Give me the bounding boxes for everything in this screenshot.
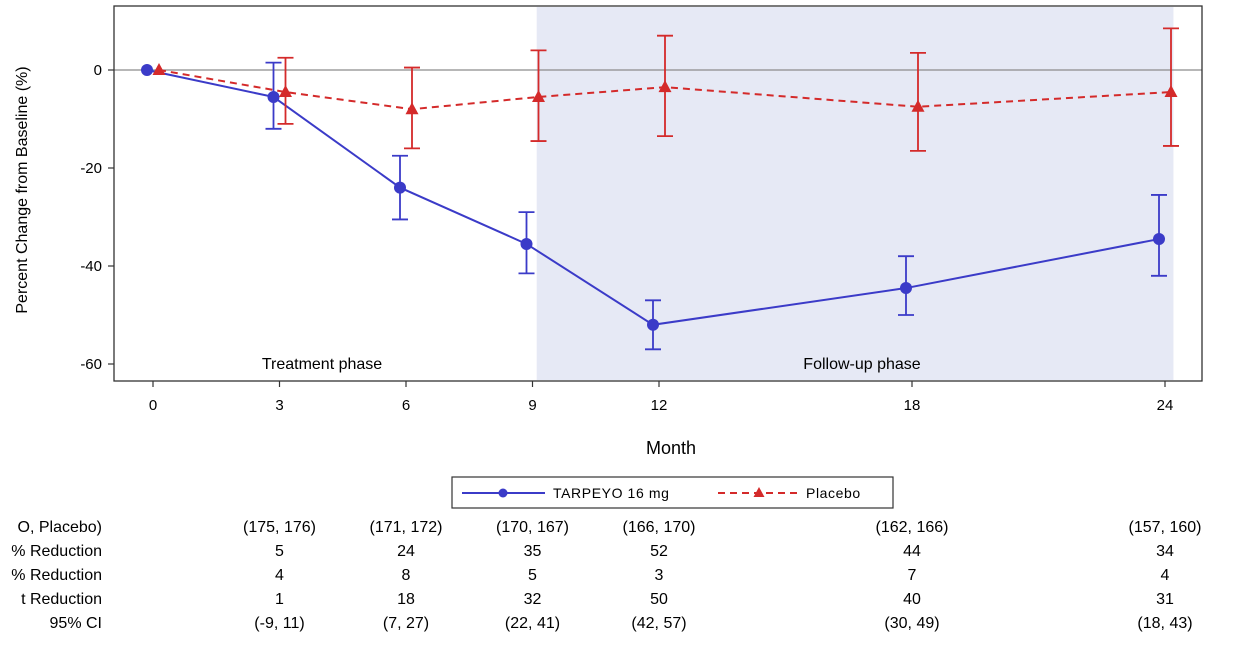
y-tick-label: -40 (80, 258, 102, 275)
treatment-phase-label: Treatment phase (262, 356, 382, 373)
data-point-placebo (911, 99, 925, 112)
table-cell: (157, 160) (1129, 519, 1202, 536)
legend-marker-placebo (753, 487, 765, 497)
table-cell: (7, 27) (383, 615, 429, 632)
table-row-label: t Reduction (21, 591, 102, 608)
plot-frame (113, 5, 1203, 382)
table-cell: (22, 41) (505, 615, 560, 632)
y-tick-label: -60 (80, 356, 102, 373)
data-point-tarpeyo (141, 64, 153, 76)
data-point-tarpeyo (900, 282, 912, 295)
table-cell: 3 (655, 567, 664, 584)
table-cell: 4 (275, 567, 284, 584)
table-cell: 40 (903, 591, 921, 608)
table-cell: (18, 43) (1137, 615, 1192, 632)
y-tick-label: -20 (80, 160, 102, 177)
table-cell: (-9, 11) (254, 615, 304, 632)
table-row-label: O, Placebo) (18, 519, 102, 536)
x-tick-label: 12 (651, 397, 668, 414)
x-tick-label: 0 (149, 397, 157, 414)
table-cell: (42, 57) (631, 615, 686, 632)
table-cell: 24 (397, 543, 415, 560)
table-cell: 7 (908, 567, 917, 584)
table-cell: (170, 167) (496, 519, 569, 536)
data-point-placebo (532, 89, 545, 102)
table-cell: 44 (903, 543, 921, 560)
table-cell: 50 (650, 591, 668, 608)
table-row-label: 95% CI (50, 615, 102, 632)
table-cell: 5 (528, 567, 537, 584)
shaded-region (536, 7, 1174, 380)
x-axis: 0 3 6 9 12 18 24 (149, 381, 1174, 414)
data-table: O, Placebo) % Reduction % Reduction t Reduc… (11, 519, 1201, 632)
table-row-label: % Reduction (11, 567, 102, 584)
data-point-placebo (152, 63, 166, 75)
data-point-placebo (279, 85, 292, 98)
table-cell: 18 (397, 591, 415, 608)
legend-label-tarpeyo: TARPEYO 16 mg (553, 485, 669, 501)
table-cell: 35 (524, 543, 542, 560)
legend-label-placebo: Placebo (806, 485, 861, 501)
data-point-placebo (405, 102, 419, 115)
data-point-tarpeyo (394, 181, 406, 194)
table-cell: 5 (275, 543, 284, 560)
data-point-placebo (658, 80, 672, 93)
x-tick-label: 3 (275, 397, 283, 414)
followup-phase-label: Follow-up phase (803, 356, 921, 373)
y-axis-title: Percent Change from Baseline (%) (14, 66, 31, 313)
table-cell: (162, 166) (876, 519, 949, 536)
table-cell: 8 (402, 567, 411, 584)
series-group (141, 27, 1179, 351)
table-cell: 4 (1161, 567, 1170, 584)
x-axis-title: Month (646, 438, 696, 458)
table-cell: (166, 170) (623, 519, 696, 536)
x-tick-label: 9 (528, 397, 536, 414)
x-tick-label: 24 (1157, 397, 1174, 414)
x-tick-label: 18 (904, 397, 921, 414)
y-gridlines: 0 -20 -40 -60 (80, 62, 114, 373)
x-tick-label: 6 (402, 397, 410, 414)
table-cell: 1 (275, 591, 284, 608)
table-row-label: % Reduction (11, 543, 102, 560)
table-cell: (30, 49) (884, 615, 939, 632)
data-point-placebo (1164, 85, 1178, 98)
table-cell: 31 (1156, 591, 1174, 608)
table-cell: 34 (1156, 543, 1174, 560)
legend-marker-tarpeyo (498, 488, 508, 498)
data-point-tarpeyo (267, 90, 280, 103)
data-point-tarpeyo (520, 237, 533, 250)
table-cell: (171, 172) (370, 519, 443, 536)
y-tick-label: 0 (94, 62, 102, 79)
data-point-tarpeyo (1153, 233, 1165, 246)
legend: TARPEYO 16 mg Placebo (451, 476, 894, 509)
table-cell: 52 (650, 543, 668, 560)
table-cell: 32 (524, 591, 542, 608)
data-point-tarpeyo (647, 318, 659, 331)
table-cell: (175, 176) (243, 519, 316, 536)
